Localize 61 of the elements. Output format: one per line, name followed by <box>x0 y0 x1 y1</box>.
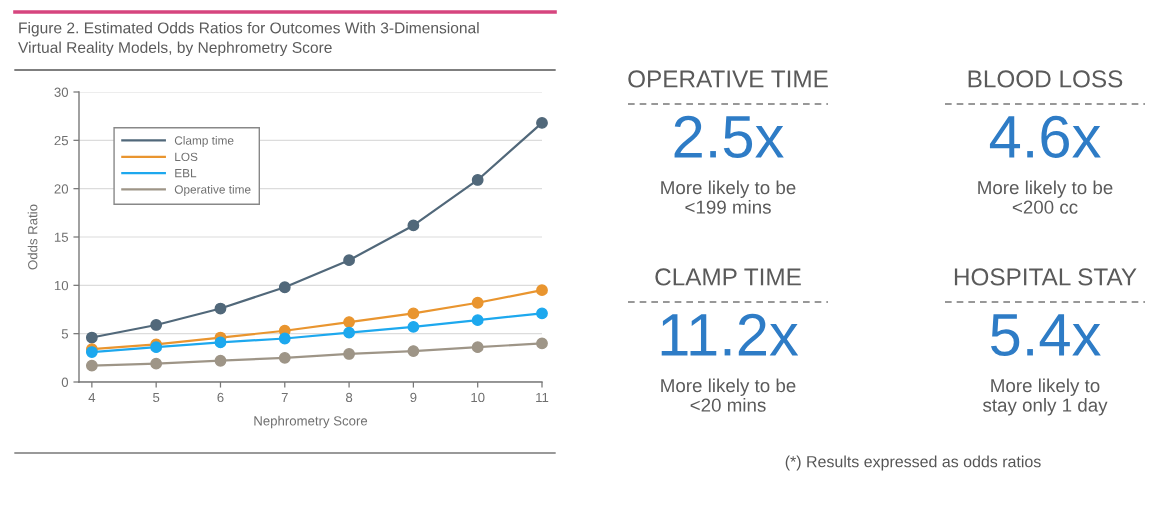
point <box>214 336 227 349</box>
point <box>536 307 548 320</box>
point <box>536 117 548 129</box>
point <box>278 281 291 294</box>
point <box>150 319 163 331</box>
point <box>471 296 484 309</box>
x-tick-label: 9 <box>410 392 417 403</box>
chart-title: Figure 2. Estimated Odds Ratios for Outcomes With 3-Dimensional Virtual Reality Models, by Nephrometry Score <box>18 22 479 57</box>
legend-label: LOS <box>175 152 198 162</box>
text: 5.4x <box>990 314 1101 357</box>
y-tick-label: 25 <box>54 135 69 146</box>
point <box>214 354 227 367</box>
text: 4.6x <box>989 115 1101 159</box>
text: 2.5x <box>674 115 784 159</box>
point <box>85 331 98 344</box>
text: More likely to be <199 mins <box>661 180 796 214</box>
point <box>343 316 355 328</box>
x-axis-title: Nephrometry Score <box>254 415 368 429</box>
legend-label: Clamp time <box>174 136 234 148</box>
text: More likely to be <200 cc <box>978 180 1113 214</box>
legend-label: Operative time <box>174 184 251 196</box>
x-tick-label: 8 <box>345 392 353 403</box>
y-tick-label: 20 <box>54 184 69 194</box>
text: 11.2x <box>661 313 799 356</box>
text: More likely to stay only 1 day <box>982 378 1108 416</box>
text: CLAMP TIME <box>655 268 801 286</box>
point <box>407 307 420 320</box>
x-tick-label: 11 <box>536 392 549 402</box>
x-tick-label: 10 <box>471 392 485 403</box>
y-tick-label: 15 <box>54 232 69 242</box>
point <box>150 357 163 370</box>
point <box>471 341 484 354</box>
x-tick-label: 5 <box>153 392 160 403</box>
y-tick-label: 5 <box>61 329 69 339</box>
y-tick-label: 0 <box>61 377 69 387</box>
x-tick-label: 6 <box>217 392 224 403</box>
y-axis-title: Odds Ratio <box>27 204 38 270</box>
point <box>471 174 484 186</box>
x-tick-label: 7 <box>281 392 288 402</box>
point <box>536 284 548 297</box>
point <box>214 302 227 315</box>
point <box>536 337 548 350</box>
text: OPERATIVE TIME <box>628 70 828 88</box>
point <box>343 254 355 267</box>
point <box>407 320 420 333</box>
point <box>471 314 484 327</box>
point <box>85 359 98 372</box>
point <box>278 332 291 345</box>
text: BLOOD LOSS <box>968 70 1123 88</box>
text: HOSPITAL STAY <box>954 268 1137 286</box>
y-tick-label: 30 <box>54 87 69 97</box>
y-tick-label: 10 <box>54 280 69 291</box>
point <box>407 345 420 357</box>
point <box>343 326 355 339</box>
x-tick-label: 4 <box>88 392 96 402</box>
point <box>407 219 420 232</box>
point <box>278 351 291 364</box>
text: More likely to be <20 mins <box>661 378 796 412</box>
point <box>343 348 355 360</box>
legend-label: EBL <box>175 169 197 178</box>
text: (*) Results expressed as odds ratios <box>785 455 1041 471</box>
